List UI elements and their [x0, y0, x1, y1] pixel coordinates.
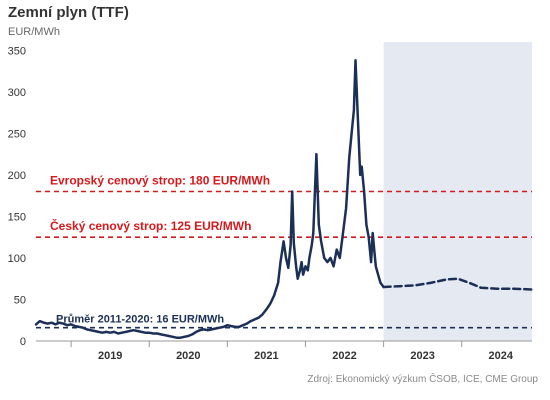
y-tick-label: 200 [8, 170, 26, 182]
reference-label: Český cenový strop: 125 EUR/MWh [50, 218, 251, 233]
x-tick-label: 2023 [410, 350, 434, 362]
reference-label: Průměr 2011-2020: 16 EUR/MWh [56, 314, 224, 326]
y-tick-label: 100 [8, 253, 26, 265]
x-tick-label: 2022 [332, 350, 356, 362]
x-tick-label: 2024 [489, 350, 514, 362]
y-tick-label: 150 [8, 211, 26, 223]
y-tick-label: 300 [8, 87, 26, 99]
series-line-forecast [382, 277, 534, 291]
y-tick-label: 50 [14, 294, 26, 306]
series-line-actual [34, 59, 385, 339]
reference-label: Evropský cenový strop: 180 EUR/MWh [50, 174, 270, 188]
y-tick-label: 0 [20, 336, 26, 348]
y-tick-label: 350 [8, 45, 26, 57]
x-tick-label: 2020 [176, 350, 200, 362]
y-tick-label: 250 [8, 128, 26, 140]
source-note: Zdroj: Ekonomický výzkum ČSOB, ICE, CME … [307, 374, 538, 385]
chart-title: Zemní plyn (TTF) [8, 4, 129, 21]
x-tick-label: 2021 [254, 350, 278, 362]
y-axis-unit: EUR/MWh [8, 26, 60, 38]
x-tick-label: 2019 [98, 350, 122, 362]
